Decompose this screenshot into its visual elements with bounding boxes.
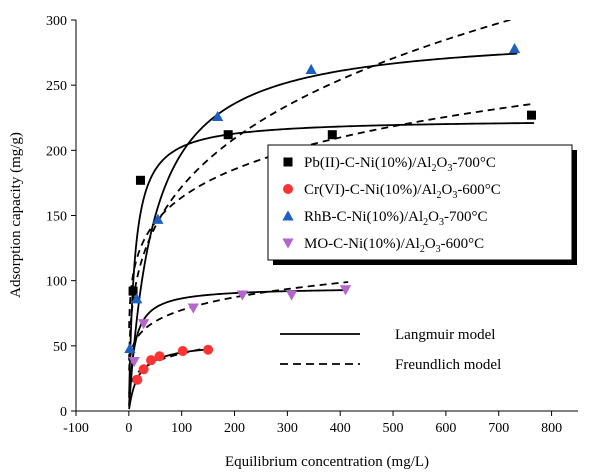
y-axis-title: Adsorption capacity (mg/g) xyxy=(8,132,24,298)
x-tick-label-5: 400 xyxy=(330,421,351,436)
data-point-s1-p5 xyxy=(203,344,214,355)
legend-marker-2 xyxy=(282,210,294,221)
data-point-s1-p0 xyxy=(132,374,143,385)
freundlich-fit-line-0 xyxy=(128,102,535,329)
model-legend-label-1: Freundlich model xyxy=(395,357,501,373)
model-legend-label-0: Langmuir model xyxy=(395,327,495,343)
x-axis-title: Equilibrium concentration (mg/L) xyxy=(225,454,429,470)
y-tick-label-2: 100 xyxy=(46,275,67,290)
legend: Pb(II)-C-Ni(10%)/Al2O3-700°C Cr(VI)-C-Ni(… xyxy=(267,144,577,265)
data-point-s3-p5 xyxy=(339,285,352,296)
y-tick-label-5: 250 xyxy=(46,79,67,94)
x-tick-label-9: 800 xyxy=(541,421,562,436)
data-point-s2-p0 xyxy=(124,342,136,353)
data-point-s0-p4 xyxy=(526,110,536,120)
data-point-s2-p2 xyxy=(152,213,164,224)
data-point-s3-p0 xyxy=(128,356,140,368)
x-tick-label-3: 200 xyxy=(224,421,245,436)
data-point-s2-p3 xyxy=(211,110,224,121)
legend-box xyxy=(267,144,573,261)
y-tick-label-3: 150 xyxy=(46,210,67,225)
freundlich-fit-line-2 xyxy=(128,20,514,361)
legend-marker-1 xyxy=(283,184,293,194)
langmuir-fit-line-3 xyxy=(128,289,349,406)
data-point-s0-p0 xyxy=(128,286,138,296)
freundlich-fit-line-3 xyxy=(128,281,349,371)
model-legend: Langmuir model Freundlich model xyxy=(280,327,501,373)
ticks: -100 0 100 200 300 400 500 600 700 80005010015020… xyxy=(46,14,562,436)
x-tick-label-4: 300 xyxy=(277,421,298,436)
data-point-s1-p1 xyxy=(138,364,149,375)
legend-label-3: MO-C-Ni(10%)/Al2O3-600°C xyxy=(304,236,484,255)
legend-label-2: RhB-C-Ni(10%)/Al2O3-700°C xyxy=(304,209,488,228)
x-tick-label-6: 500 xyxy=(383,421,404,436)
data-point-s2-p4 xyxy=(305,63,317,75)
y-tick-label-4: 200 xyxy=(46,144,67,159)
data-point-s3-p4 xyxy=(285,290,298,301)
data-point-s2-p5 xyxy=(508,43,521,54)
legend-marker-0 xyxy=(283,157,293,167)
x-tick-label-7: 600 xyxy=(435,421,456,436)
x-tick-label-8: 700 xyxy=(488,421,509,436)
x-tick-label-2: 100 xyxy=(171,421,192,436)
data-point-s1-p3 xyxy=(154,351,165,362)
x-tick-label-0: -100 xyxy=(63,421,89,436)
data-markers xyxy=(124,43,536,385)
data-point-s0-p1 xyxy=(135,175,145,185)
data-point-s0-p3 xyxy=(327,130,337,140)
data-point-s2-p1 xyxy=(131,293,143,304)
y-tick-label-0: 0 xyxy=(60,405,67,420)
legend-marker-3 xyxy=(282,238,294,249)
x-tick-label-1: 0 xyxy=(125,421,132,436)
data-point-s3-p1 xyxy=(138,319,150,330)
data-point-s1-p4 xyxy=(177,346,188,357)
legend-label-1: Cr(VI)-C-Ni(10%)/Al2O3-600°C xyxy=(304,182,501,201)
y-tick-label-6: 300 xyxy=(46,14,67,29)
legend-label-0: Pb(II)-C-Ni(10%)/Al2O3-700°C xyxy=(304,155,496,174)
y-tick-label-1: 50 xyxy=(53,340,67,355)
langmuir-fit-line-2 xyxy=(128,52,518,408)
data-point-s3-p3 xyxy=(236,290,249,301)
data-point-s1-p2 xyxy=(146,355,157,366)
data-point-s3-p2 xyxy=(187,303,199,314)
data-point-s0-p2 xyxy=(223,130,233,140)
